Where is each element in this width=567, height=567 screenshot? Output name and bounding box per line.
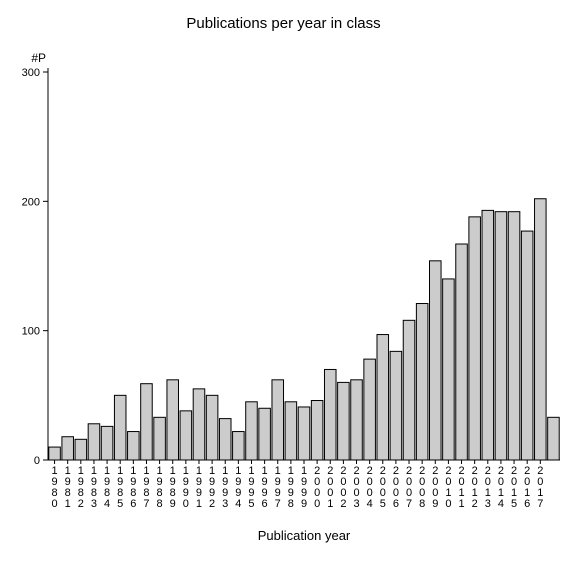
y-tick-label: 200 — [22, 196, 40, 208]
x-tick-label: 1982 — [78, 465, 84, 510]
bar — [469, 217, 481, 460]
chart-title: Publications per year in class — [186, 15, 380, 32]
bar — [298, 407, 310, 460]
bar — [114, 395, 126, 460]
x-tick-label: 1999 — [301, 465, 307, 510]
x-tick-label: 2012 — [472, 465, 478, 510]
bar — [324, 369, 336, 460]
bar — [508, 212, 520, 460]
bar — [246, 402, 258, 460]
x-tick-label: 2017 — [537, 465, 543, 510]
x-tick-label: 2001 — [327, 465, 333, 510]
x-tick-label: 2009 — [432, 465, 438, 510]
bar — [390, 351, 402, 460]
x-tick-label: 1992 — [209, 465, 215, 510]
x-tick-label: 2002 — [340, 465, 346, 510]
bar — [285, 402, 297, 460]
x-tick-label: 1993 — [222, 465, 228, 510]
bar-chart: Publications per year in class#P01002003… — [0, 0, 567, 567]
bar — [167, 380, 179, 460]
x-tick-label: 2006 — [393, 465, 399, 510]
x-tick-label: 2000 — [314, 465, 320, 510]
x-tick-label: 2003 — [353, 465, 359, 510]
bar — [128, 432, 140, 460]
bar — [311, 401, 323, 460]
bar — [364, 359, 376, 460]
bar — [430, 261, 442, 460]
bar — [521, 231, 533, 460]
bar — [180, 411, 192, 460]
x-tick-label: 1988 — [157, 465, 163, 510]
x-tick-label: 2016 — [524, 465, 530, 510]
x-tick-label: 1989 — [170, 465, 176, 510]
x-tick-label: 1998 — [288, 465, 294, 510]
x-tick-label: 1995 — [248, 465, 254, 510]
bar — [193, 389, 205, 460]
x-tick-label: 1986 — [130, 465, 136, 510]
x-axis-title: Publication year — [258, 528, 351, 543]
x-tick-label: 1994 — [235, 465, 241, 510]
x-tick-label: 2011 — [458, 465, 464, 510]
bar — [154, 417, 166, 460]
x-tick-label: 1990 — [183, 465, 189, 510]
x-tick-label: 1996 — [262, 465, 268, 510]
bar — [351, 380, 363, 460]
x-tick-label: 1987 — [143, 465, 149, 510]
bar — [403, 320, 415, 460]
x-tick-label: 2004 — [367, 465, 373, 510]
bar — [456, 244, 468, 460]
x-tick-label: 2013 — [485, 465, 491, 510]
bar — [377, 335, 389, 460]
x-tick-label: 2014 — [498, 465, 504, 510]
bar — [233, 432, 245, 460]
x-tick-label: 1980 — [52, 465, 58, 510]
y-tick-label: 0 — [34, 455, 40, 467]
x-tick-label: 1991 — [196, 465, 202, 510]
y-tick-label: 300 — [22, 67, 40, 79]
bar — [443, 279, 455, 460]
x-tick-label: 2010 — [445, 465, 451, 510]
chart-container: Publications per year in class#P01002003… — [0, 0, 567, 567]
bar — [206, 395, 218, 460]
bar — [219, 419, 231, 460]
x-tick-label: 1981 — [65, 465, 71, 510]
x-tick-label: 2007 — [406, 465, 412, 510]
x-tick-label: 1984 — [104, 465, 110, 510]
bar — [88, 424, 100, 460]
bar — [259, 408, 271, 460]
bar — [62, 437, 74, 460]
bar — [49, 447, 61, 460]
bar — [482, 210, 494, 460]
x-tick-label: 1997 — [275, 465, 281, 510]
bar — [548, 417, 560, 460]
x-tick-label: 1985 — [117, 465, 123, 510]
x-tick-label: 2005 — [380, 465, 386, 510]
x-tick-label: 2008 — [419, 465, 425, 510]
y-tick-label: 100 — [22, 326, 40, 338]
y-unit-label: #P — [31, 51, 46, 65]
x-tick-label: 2015 — [511, 465, 517, 510]
bar — [416, 304, 428, 460]
bar — [535, 199, 547, 460]
bar — [338, 382, 350, 460]
bar — [101, 426, 113, 460]
bar — [141, 384, 153, 460]
bar — [75, 439, 87, 460]
bar — [272, 380, 284, 460]
x-tick-label: 1983 — [91, 465, 97, 510]
bar — [495, 212, 507, 460]
